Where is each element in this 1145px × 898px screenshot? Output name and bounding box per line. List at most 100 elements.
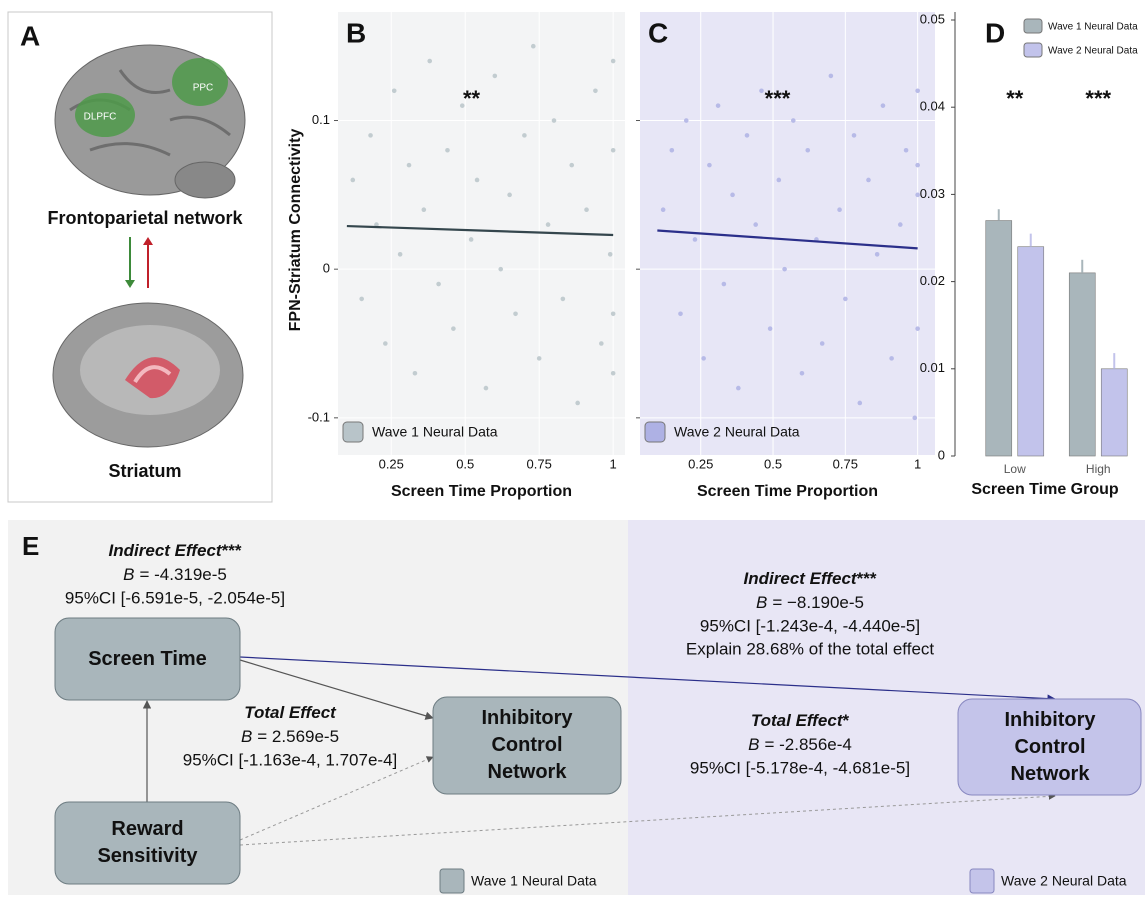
point — [678, 311, 683, 317]
point — [843, 296, 848, 302]
panel-label: A — [20, 20, 40, 51]
point — [759, 88, 764, 94]
point — [436, 281, 441, 287]
x-axis-label: Screen Time Group — [971, 481, 1119, 498]
point — [498, 266, 504, 272]
x-tick-label: 1 — [914, 456, 921, 471]
point — [569, 162, 575, 168]
effect-explain: Explain 28.68% of the total effect — [686, 639, 935, 658]
point — [721, 281, 727, 287]
point — [889, 356, 894, 361]
effect-ci: 95%CI [-1.163e-4, 1.707e-4] — [183, 750, 398, 769]
point — [790, 118, 796, 123]
point — [828, 73, 834, 79]
b-value: = 2.569e-5 — [257, 727, 339, 746]
node-box — [54, 617, 241, 701]
x-tick-label: 0.75 — [527, 456, 552, 471]
effect-b: B = -2.856e-4 — [748, 735, 852, 754]
y-tick-label: 0.01 — [920, 360, 945, 375]
point — [536, 356, 542, 361]
point — [610, 370, 616, 376]
panel-label: D — [985, 17, 1005, 48]
effect-b: B = 2.569e-5 — [241, 727, 339, 746]
point — [350, 177, 356, 183]
effect-title: Total Effect* — [751, 711, 850, 730]
path-arrow — [239, 756, 434, 841]
point — [897, 222, 903, 227]
effect-ci: 95%CI [-6.591e-5, -2.054e-5] — [65, 588, 285, 607]
arrowhead — [143, 237, 153, 245]
node-label: Reward Sensitivity — [97, 818, 198, 867]
point — [744, 133, 750, 138]
bar — [1068, 272, 1096, 457]
brain-medial — [52, 302, 244, 448]
node-label: Inhibitory Control Network — [481, 707, 573, 783]
point — [383, 341, 388, 346]
point — [857, 400, 863, 406]
legend-swatch — [342, 421, 364, 443]
x-tick-label: 0.5 — [456, 456, 474, 471]
y-axis-label: FPN-Striatum Connectivity — [287, 129, 304, 332]
point — [368, 133, 373, 138]
b-symbol: B — [748, 735, 759, 754]
b-symbol: B — [241, 727, 252, 746]
effect-b: B = −8.190e-5 — [756, 593, 864, 612]
point — [513, 311, 518, 317]
x-tick-label: High — [1086, 462, 1111, 476]
point — [782, 266, 787, 272]
x-tick-label: 0.25 — [379, 456, 404, 471]
point — [701, 356, 706, 361]
point — [805, 147, 811, 153]
x-tick-label: 0.5 — [764, 456, 782, 471]
significance: *** — [857, 569, 877, 588]
legend-swatch — [1023, 42, 1043, 58]
bar — [1017, 246, 1045, 457]
point — [427, 58, 433, 64]
effect-name: Indirect Effect — [744, 569, 858, 588]
legend-label: Wave 1 Neural Data — [471, 873, 597, 889]
effect-name: Total Effect — [751, 711, 844, 730]
bar — [1100, 368, 1128, 457]
region-label: DLPFC — [84, 112, 117, 123]
legend-label: Wave 1 Neural Data — [372, 424, 498, 440]
point — [880, 103, 886, 108]
point — [912, 415, 918, 421]
point — [483, 385, 489, 391]
significance: ** — [463, 86, 481, 111]
region-label: PPC — [193, 83, 214, 94]
effect-title: Total Effect — [244, 703, 337, 722]
point — [915, 162, 920, 168]
point — [730, 192, 735, 198]
point — [660, 207, 666, 213]
point — [522, 133, 527, 138]
node-label: Inhibitory Control Network — [1004, 708, 1096, 785]
x-tick-label: 0.75 — [833, 456, 858, 471]
point — [599, 341, 604, 346]
brain-lateral — [54, 44, 246, 199]
point — [915, 192, 920, 198]
point — [915, 326, 920, 331]
node-label: Screen Time — [88, 647, 207, 670]
point — [397, 252, 403, 257]
point — [412, 370, 418, 376]
point — [692, 237, 698, 242]
point — [406, 162, 412, 168]
point — [560, 296, 566, 302]
y-tick-label: 0.1 — [312, 112, 330, 127]
point — [915, 88, 920, 94]
y-tick-label: -0.1 — [308, 409, 330, 424]
point — [474, 177, 480, 183]
point — [753, 222, 758, 227]
effect-name: Indirect Effect — [109, 541, 223, 560]
legend-swatch — [439, 868, 465, 894]
legend-label: Wave 2 Neural Data — [674, 424, 800, 440]
point — [459, 103, 465, 108]
b-value: = −8.190e-5 — [772, 593, 864, 612]
legend-label: Wave 2 Neural Data — [1001, 873, 1127, 889]
point — [866, 177, 871, 183]
point — [593, 88, 598, 94]
y-tick-label: 0 — [323, 261, 330, 276]
point — [776, 177, 782, 183]
effect-ci: 95%CI [-1.243e-4, -4.440e-5] — [700, 616, 920, 635]
